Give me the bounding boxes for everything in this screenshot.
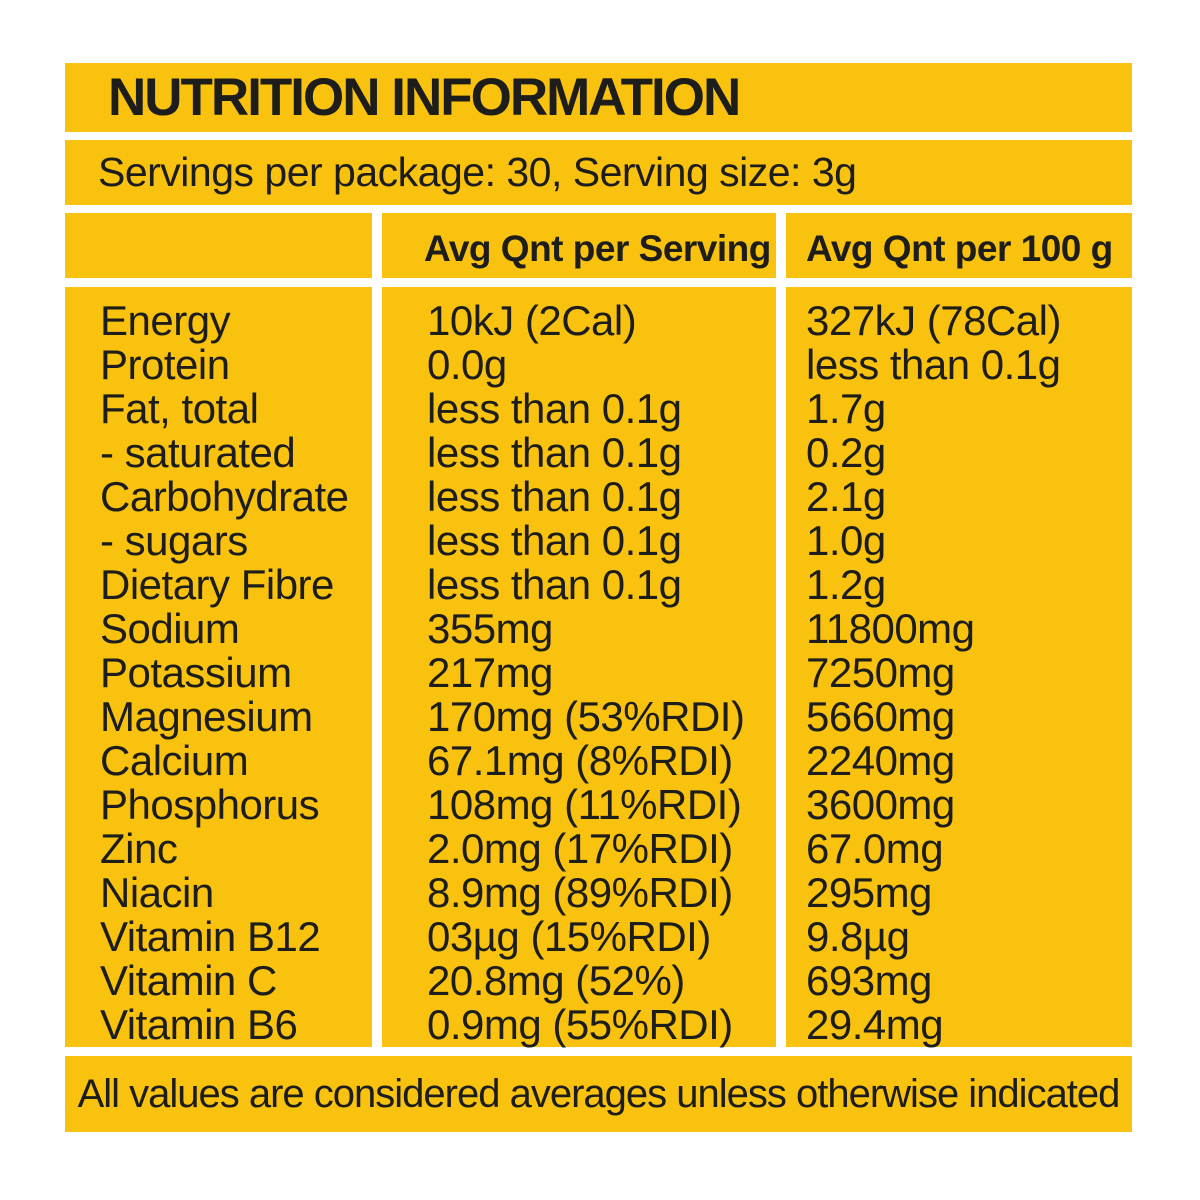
per-100g-column: 327kJ (78Cal) less than 0.1g 1.7g 0.2g 2.1g 1… <box>786 287 1132 1047</box>
nutrient-value-per-serving: 2.0mg (17%RDI) <box>427 825 733 872</box>
nutrient-value-per-serving: less than 0.1g <box>427 429 682 476</box>
nutrient-value-per-serving: 03µg (15%RDI) <box>427 913 711 960</box>
nutrient-value-per-100g: 2240mg <box>806 737 955 784</box>
nutrient-value-per-serving: 217mg <box>427 649 553 696</box>
nutrient-value-per-100g: 2.1g <box>806 473 886 520</box>
nutrient-value-per-100g: less than 0.1g <box>806 341 1061 388</box>
nutrient-label: Vitamin C <box>100 957 277 1004</box>
per-serving-column: 10kJ (2Cal) 0.0g less than 0.1g less than 0… <box>382 287 776 1047</box>
nutrient-value-per-100g: 5660mg <box>806 693 955 740</box>
table-body: Energy Protein Fat, total - saturated Carboh… <box>65 287 1132 1047</box>
nutrient-value-per-serving: 10kJ (2Cal) <box>427 297 637 344</box>
nutrient-value-per-100g: 3600mg <box>806 781 955 828</box>
nutrient-value-per-serving: less than 0.1g <box>427 473 682 520</box>
nutrient-value-per-serving: 20.8mg (52%) <box>427 957 685 1004</box>
footer-block: All values are considered averages unles… <box>65 1056 1132 1132</box>
nutrient-label: Potassium <box>100 649 292 696</box>
nutrient-value-per-100g: 29.4mg <box>806 1001 944 1048</box>
nutrient-value-per-100g: 67.0mg <box>806 825 944 872</box>
panel-title: NUTRITION INFORMATION <box>108 68 741 127</box>
nutrient-value-per-serving: less than 0.1g <box>427 517 682 564</box>
nutrient-value-per-serving: less than 0.1g <box>427 561 682 608</box>
nutrient-value-per-100g: 1.7g <box>806 385 886 432</box>
nutrient-label: Energy <box>100 297 231 344</box>
column-header-per-serving-cell: Avg Qnt per Serving <box>382 213 776 278</box>
nutrient-value-per-100g: 7250mg <box>806 649 955 696</box>
nutrient-value-per-serving: less than 0.1g <box>427 385 682 432</box>
nutrient-label: Fat, total <box>100 385 259 432</box>
nutrient-label: Calcium <box>100 737 249 784</box>
nutrient-value-per-100g: 1.2g <box>806 561 886 608</box>
nutrient-label: - sugars <box>100 517 248 564</box>
nutrient-label: Zinc <box>100 825 178 872</box>
nutrient-value-per-serving: 0.9mg (55%RDI) <box>427 1001 733 1048</box>
nutrient-value-per-serving: 67.1mg (8%RDI) <box>427 737 733 784</box>
nutrient-label: Carbohydrate <box>100 473 349 520</box>
nutrient-column: Energy Protein Fat, total - saturated Carboh… <box>65 287 372 1047</box>
nutrition-panel: NUTRITION INFORMATION Servings per packa… <box>65 63 1132 1132</box>
nutrient-value-per-serving: 108mg (11%RDI) <box>427 781 742 828</box>
nutrient-label: Sodium <box>100 605 240 652</box>
nutrient-label: Dietary Fibre <box>100 561 334 608</box>
panel-title-block: NUTRITION INFORMATION <box>65 63 1132 132</box>
column-header-per-100g: Avg Qnt per 100 g <box>806 228 1113 269</box>
column-header-per-100g-cell: Avg Qnt per 100 g <box>786 213 1132 278</box>
nutrient-value-per-100g: 693mg <box>806 957 932 1004</box>
column-header-nutrient-spacer <box>65 213 372 278</box>
servings-info: Servings per package: 30, Serving size: … <box>98 149 857 195</box>
nutrient-label: Vitamin B6 <box>100 1001 298 1048</box>
nutrient-value-per-100g: 295mg <box>806 869 932 916</box>
nutrient-value-per-serving: 0.0g <box>427 341 507 388</box>
nutrient-value-per-100g: 327kJ (78Cal) <box>806 297 1061 344</box>
nutrient-value-per-serving: 8.9mg (89%RDI) <box>427 869 733 916</box>
nutrient-value-per-serving: 170mg (53%RDI) <box>427 693 745 740</box>
table-header-row: Avg Qnt per Serving Avg Qnt per 100 g <box>65 213 1132 278</box>
nutrient-label: Niacin <box>100 869 214 916</box>
nutrient-value-per-100g: 0.2g <box>806 429 886 476</box>
nutrient-value-per-100g: 1.0g <box>806 517 886 564</box>
nutrient-value-per-100g: 9.8µg <box>806 913 910 960</box>
nutrient-label: Protein <box>100 341 230 388</box>
nutrient-label: Vitamin B12 <box>100 913 321 960</box>
nutrient-value-per-100g: 11800mg <box>806 605 975 652</box>
nutrient-value-per-serving: 355mg <box>427 605 553 652</box>
nutrient-label: - saturated <box>100 429 296 476</box>
servings-block: Servings per package: 30, Serving size: … <box>65 140 1132 205</box>
nutrient-label: Magnesium <box>100 693 313 740</box>
column-header-per-serving: Avg Qnt per Serving <box>424 228 771 269</box>
footer-note: All values are considered averages unles… <box>77 1071 1121 1116</box>
nutrient-label: Phosphorus <box>100 781 320 828</box>
